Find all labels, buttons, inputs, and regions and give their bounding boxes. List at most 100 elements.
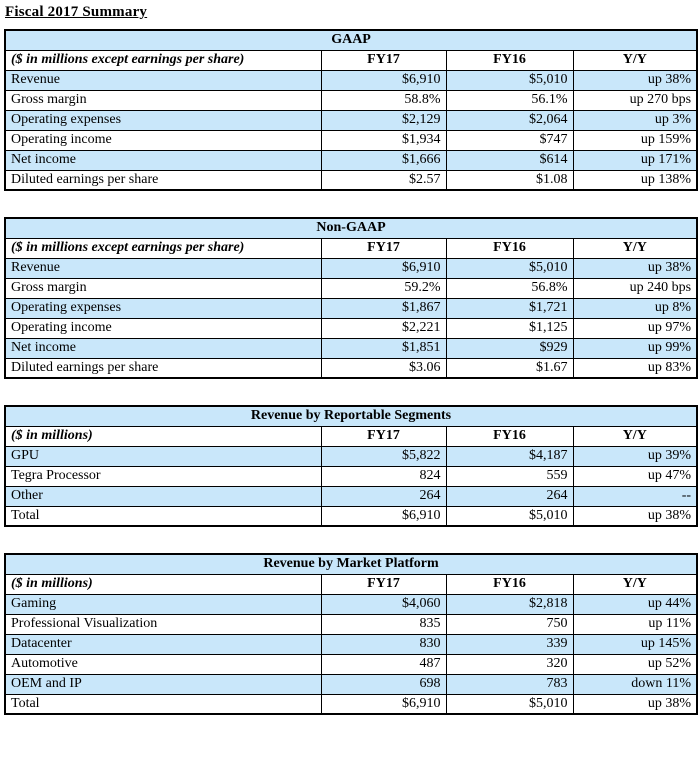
row-value-fy16: $747 <box>445 129 574 151</box>
row-value-fy16: $2,818 <box>445 593 574 615</box>
row-value-yy: up 38% <box>572 693 698 715</box>
row-label: Operating income <box>4 129 322 151</box>
table-title-row: Revenue by Reportable Segments <box>4 405 698 427</box>
row-value-fy17: $1,666 <box>320 149 447 171</box>
column-header-yy: Y/Y <box>572 49 698 71</box>
row-label: Operating expenses <box>4 109 322 131</box>
table-row: Operating expenses $1,867 $1,721 up 8% <box>4 297 698 319</box>
table-row: Gross margin 59.2% 56.8% up 240 bps <box>4 277 698 299</box>
row-value-yy: up 83% <box>572 357 698 379</box>
table-row: Operating income $1,934 $747 up 159% <box>4 129 698 151</box>
row-value-fy16: 559 <box>445 465 574 487</box>
row-label: Net income <box>4 149 322 171</box>
row-value-fy16: $5,010 <box>445 693 574 715</box>
column-header-row: ($ in millions) FY17 FY16 Y/Y <box>4 425 698 447</box>
row-value-fy17: 59.2% <box>320 277 447 299</box>
row-value-fy17: 58.8% <box>320 89 447 111</box>
row-value-fy17: $6,910 <box>320 693 447 715</box>
row-label: Datacenter <box>4 633 322 655</box>
row-value-yy: up 171% <box>572 149 698 171</box>
column-header-row: ($ in millions) FY17 FY16 Y/Y <box>4 573 698 595</box>
table-row: Tegra Processor 824 559 up 47% <box>4 465 698 487</box>
row-value-yy: up 159% <box>572 129 698 151</box>
row-value-fy16: $929 <box>445 337 574 359</box>
row-value-fy16: $5,010 <box>445 257 574 279</box>
table-body: Gaming $4,060 $2,818 up 44% Professional… <box>4 593 698 715</box>
row-label: Professional Visualization <box>4 613 322 635</box>
row-value-yy: up 8% <box>572 297 698 319</box>
row-value-fy17: $1,851 <box>320 337 447 359</box>
row-value-fy17: $2.57 <box>320 169 447 191</box>
row-label: Other <box>4 485 322 507</box>
table-row: Professional Visualization 835 750 up 11… <box>4 613 698 635</box>
unit-label: ($ in millions) <box>4 425 322 447</box>
row-value-yy: up 145% <box>572 633 698 655</box>
row-value-yy: -- <box>572 485 698 507</box>
row-value-fy17: 830 <box>320 633 447 655</box>
column-header-fy17: FY17 <box>320 237 447 259</box>
row-value-fy16: $2,064 <box>445 109 574 131</box>
row-label: Gaming <box>4 593 322 615</box>
row-label: Operating income <box>4 317 322 339</box>
table-title-row: GAAP <box>4 29 698 51</box>
row-value-yy: up 47% <box>572 465 698 487</box>
table-title-row: Non-GAAP <box>4 217 698 239</box>
row-value-fy17: $1,934 <box>320 129 447 151</box>
row-value-fy17: 487 <box>320 653 447 675</box>
table-title-row: Revenue by Market Platform <box>4 553 698 575</box>
unit-label: ($ in millions except earnings per share… <box>4 49 322 71</box>
table-row: Diluted earnings per share $2.57 $1.08 u… <box>4 169 698 191</box>
column-header-row: ($ in millions except earnings per share… <box>4 237 698 259</box>
row-value-fy17: $2,129 <box>320 109 447 131</box>
column-header-yy: Y/Y <box>572 573 698 595</box>
table-row: Other 264 264 -- <box>4 485 698 507</box>
unit-label: ($ in millions except earnings per share… <box>4 237 322 259</box>
row-value-fy17: $4,060 <box>320 593 447 615</box>
row-value-fy17: 835 <box>320 613 447 635</box>
column-header-yy: Y/Y <box>572 237 698 259</box>
row-value-yy: up 38% <box>572 505 698 527</box>
table-row: GPU $5,822 $4,187 up 39% <box>4 445 698 467</box>
row-value-yy: up 38% <box>572 257 698 279</box>
table-title: Revenue by Market Platform <box>4 553 698 575</box>
row-value-fy17: $1,867 <box>320 297 447 319</box>
row-value-fy16: 320 <box>445 653 574 675</box>
table-row: Revenue $6,910 $5,010 up 38% <box>4 257 698 279</box>
column-header-fy17: FY17 <box>320 425 447 447</box>
tables-container: GAAP ($ in millions except earnings per … <box>4 29 699 715</box>
column-header-fy17: FY17 <box>320 49 447 71</box>
row-value-yy: up 99% <box>572 337 698 359</box>
financial-table: GAAP ($ in millions except earnings per … <box>4 29 699 191</box>
row-label: Net income <box>4 337 322 359</box>
row-value-fy16: $1.08 <box>445 169 574 191</box>
row-value-yy: up 11% <box>572 613 698 635</box>
table-row: OEM and IP 698 783 down 11% <box>4 673 698 695</box>
row-value-yy: up 240 bps <box>572 277 698 299</box>
row-value-fy17: $6,910 <box>320 257 447 279</box>
row-label: Revenue <box>4 69 322 91</box>
row-value-fy16: $1,125 <box>445 317 574 339</box>
table-title: GAAP <box>4 29 698 51</box>
column-header-fy16: FY16 <box>445 49 574 71</box>
row-value-fy17: 824 <box>320 465 447 487</box>
column-header-fy16: FY16 <box>445 573 574 595</box>
row-label: Total <box>4 693 322 715</box>
column-header-row: ($ in millions except earnings per share… <box>4 49 698 71</box>
row-label: Revenue <box>4 257 322 279</box>
row-value-fy17: 264 <box>320 485 447 507</box>
table-row: Datacenter 830 339 up 145% <box>4 633 698 655</box>
row-label: Total <box>4 505 322 527</box>
row-value-fy16: 750 <box>445 613 574 635</box>
table-row: Total $6,910 $5,010 up 38% <box>4 505 698 527</box>
row-value-fy16: 56.1% <box>445 89 574 111</box>
table-body: Revenue $6,910 $5,010 up 38% Gross margi… <box>4 69 698 191</box>
table-row: Operating income $2,221 $1,125 up 97% <box>4 317 698 339</box>
page-title: Fiscal 2017 Summary <box>5 4 148 20</box>
row-value-fy16: $1,721 <box>445 297 574 319</box>
row-value-yy: up 3% <box>572 109 698 131</box>
row-label: Gross margin <box>4 89 322 111</box>
unit-label: ($ in millions) <box>4 573 322 595</box>
row-label: Automotive <box>4 653 322 675</box>
row-label: GPU <box>4 445 322 467</box>
row-value-yy: down 11% <box>572 673 698 695</box>
